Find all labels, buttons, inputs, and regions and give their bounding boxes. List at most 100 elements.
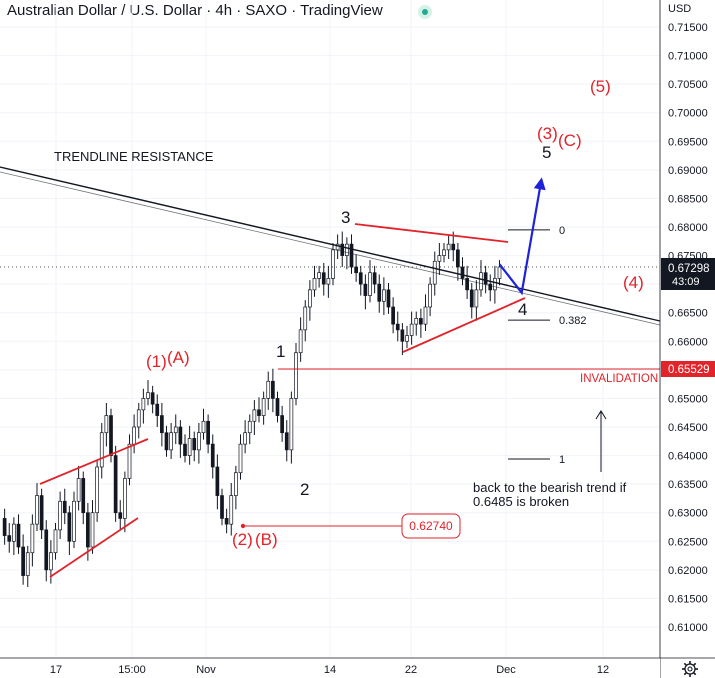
candle [183,434,187,463]
candle-body [234,472,238,496]
candle-body [206,420,210,445]
fib-level-label: 0 [559,225,565,237]
bearish-note-line2: 0.6485 is broken [473,494,569,509]
candle [266,371,271,410]
wave-label-a-paren: (A) [167,348,190,367]
wedge-lower-line [49,517,139,578]
candle [229,483,234,536]
candle-body [414,318,419,325]
price-tick-label: 0.64000 [668,451,708,463]
candle [136,403,141,439]
candle [90,500,95,554]
fibonacci-levels: 0 0.382 1 [508,225,587,466]
time-tick-label: 15:00 [118,664,146,676]
candle-body [25,552,30,576]
candle-body [136,409,141,428]
candle [451,231,456,262]
fib-level-label: 1 [559,454,565,466]
candle-body [210,443,215,468]
wedge-upper-line [39,438,149,485]
market-open-indicator-icon [418,5,432,19]
projection-arrowhead [533,177,546,191]
current-price-tag [661,258,715,290]
candle [164,425,169,457]
candle-body [363,283,368,296]
candle [446,234,451,259]
price-tick-label: 0.66500 [668,308,708,320]
candle-body [109,415,113,456]
candle-body [197,432,201,451]
candle-body [7,535,12,542]
chart-settings-gear-icon[interactable] [682,661,698,677]
candle-body [474,289,479,308]
candle-body [99,432,104,468]
candle [289,391,294,464]
candle [423,294,428,331]
candle [95,460,99,522]
candle [25,545,30,587]
candle-body [400,329,405,342]
candle-body [442,249,446,256]
price-tick-label: 0.71000 [668,51,708,63]
candle [210,434,215,479]
price-tick-label: 0.68000 [668,222,708,234]
candle-body [81,478,86,514]
candle [349,234,354,274]
candle [340,231,345,267]
candle-body [358,272,363,285]
price-tick-label: 0.61000 [668,622,708,634]
low-marker-tag [401,513,461,539]
candle [479,260,483,297]
projection-path [498,181,543,296]
candle [363,274,368,310]
candle-body [446,243,451,251]
candle-body [183,443,187,456]
candle-body [428,283,432,308]
candle [99,423,104,479]
candle [460,257,465,286]
candle [243,420,247,454]
candle-body [386,289,391,308]
candle [317,265,321,288]
candle [303,300,308,342]
price-tick-label: 0.62500 [668,536,708,548]
candle [238,434,243,480]
candle-body [62,500,67,514]
candle [81,471,86,525]
candle-body [261,398,266,416]
candle [488,274,493,302]
candle [12,517,16,555]
candle-body [419,318,423,325]
candle-body [405,335,409,342]
candle [252,400,257,435]
wave-label-5: 5 [542,143,551,162]
candle-body [67,512,72,542]
invalidation-label: INVALIDATION [580,373,658,385]
candle [58,491,62,539]
candle [261,391,266,425]
trendline-resistance-line-outer [0,171,661,326]
candle-body [354,266,358,274]
candle-body [123,478,127,519]
candle-body [169,432,173,451]
candle [432,251,437,296]
candle [220,488,224,526]
candle-body [340,243,345,256]
candle [456,243,460,281]
candle [21,534,25,585]
candle [428,277,432,317]
candle-body [372,272,377,285]
candle-body [493,278,497,291]
candle-body [312,278,317,291]
candle [173,414,178,445]
candle [187,425,192,465]
low-marker-dot [240,523,246,529]
candle [146,380,150,406]
candle-body [275,398,280,416]
candle [326,265,331,298]
candle-body [118,512,123,519]
candle [382,277,386,315]
candle [123,471,127,533]
trendline-resistance-line [0,166,661,322]
